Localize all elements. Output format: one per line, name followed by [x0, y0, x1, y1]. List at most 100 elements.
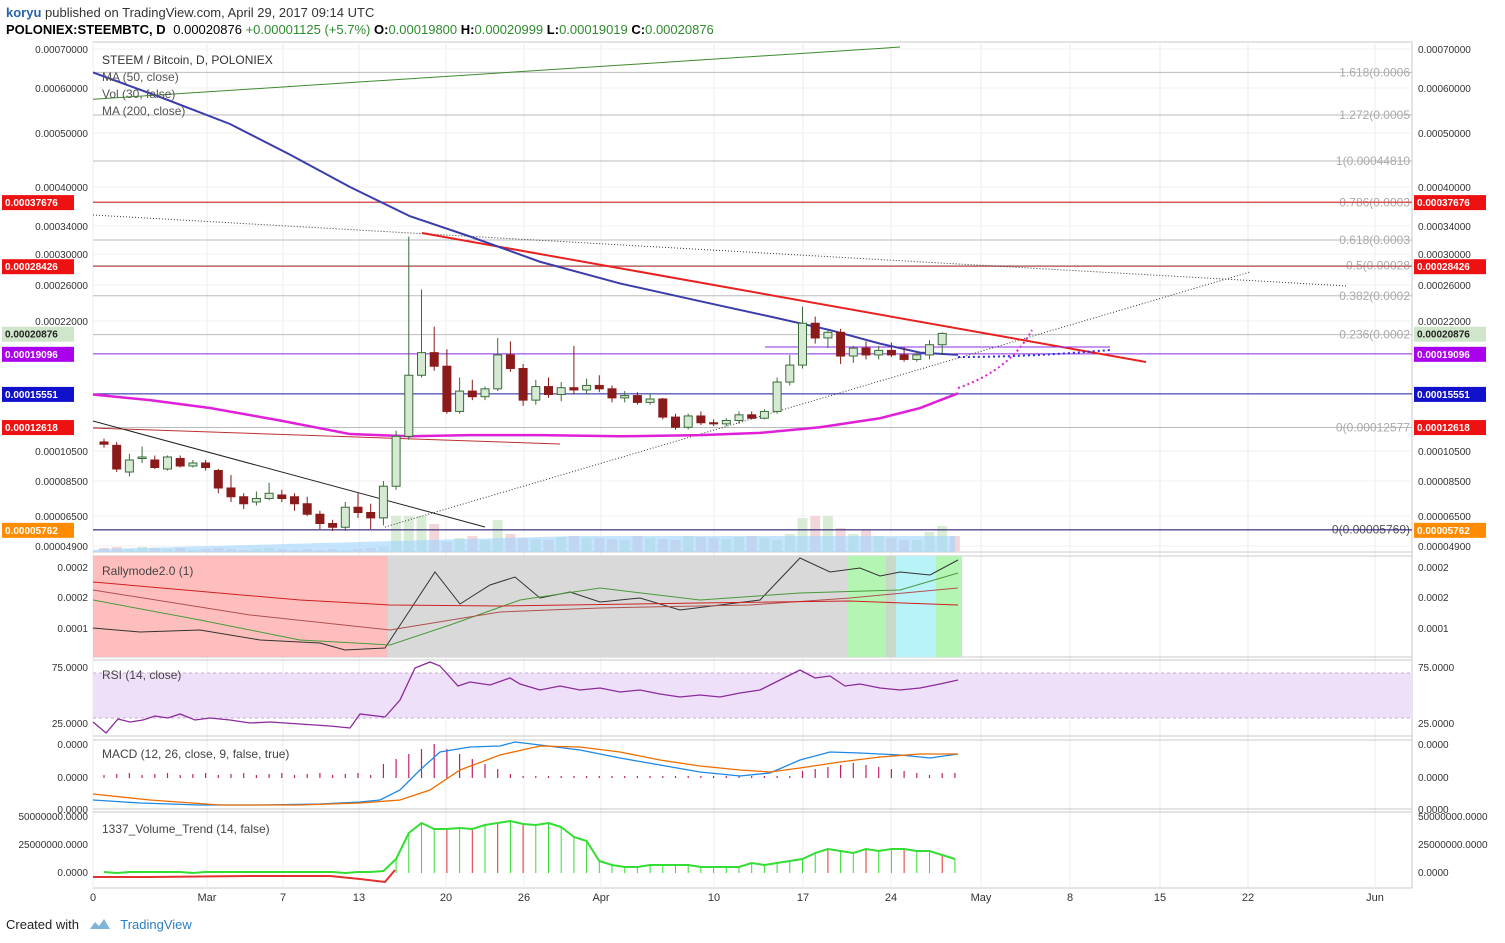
macd-y-tick-left: 0.0000	[57, 740, 88, 751]
candle	[277, 489, 287, 502]
candle	[315, 510, 325, 530]
price-badge-label: 0.00020876	[1417, 330, 1470, 341]
candle	[112, 441, 122, 472]
x-tick-label: 0	[90, 892, 96, 904]
ma200-line	[92, 392, 959, 438]
created-with-text: Created with	[6, 917, 79, 932]
tradingview-link[interactable]: TradingView	[120, 917, 192, 932]
volume-bar	[403, 516, 414, 552]
candle	[937, 332, 947, 355]
macd-y-tick-right: 0.0000	[1418, 740, 1449, 751]
fib-level-label: 0(0.00012577	[1336, 421, 1410, 435]
candle-down	[226, 487, 236, 498]
candle-down	[328, 523, 338, 528]
price-badge	[2, 420, 74, 436]
macd-signal-line	[92, 745, 958, 806]
y-tick-right: 0.00006500	[1418, 512, 1471, 523]
candle	[201, 460, 211, 471]
close-value: 0.00020876	[645, 22, 714, 37]
candle	[709, 419, 719, 427]
macd-y-tick-right: 0.0000	[1418, 773, 1449, 784]
candle	[607, 385, 617, 403]
vt-y-tick-right: 25000000.0000	[1418, 840, 1488, 851]
price-badge	[1414, 195, 1486, 211]
candle	[353, 493, 363, 518]
candle	[620, 391, 630, 403]
candle-down	[696, 415, 706, 424]
candle-down	[429, 352, 439, 367]
high-label: H:	[460, 22, 475, 37]
published-text: published on TradingView.com, April 29, …	[45, 5, 375, 20]
fib-level-label: 0.618(0.0003	[1339, 233, 1410, 247]
tradingview-logo-icon	[89, 917, 111, 934]
candle-up	[188, 462, 198, 467]
candle	[798, 306, 807, 369]
candle-up	[848, 347, 858, 357]
volume-bar	[429, 524, 440, 552]
y-tick-right: 0.00008500	[1418, 477, 1471, 488]
candle-down	[810, 322, 820, 339]
candle-up	[874, 349, 884, 356]
price-change: +0.00001125 (+5.7%)	[245, 22, 371, 37]
candle-up	[620, 395, 630, 399]
candle-down	[632, 395, 642, 403]
y-tick-right: 0.00026000	[1418, 281, 1471, 292]
volume-bar	[391, 516, 402, 552]
rally-cyan-zone	[896, 556, 936, 657]
candle-up	[404, 374, 414, 437]
candle-down	[607, 388, 617, 399]
rally-neutral-zone-2	[886, 556, 896, 657]
y-tick-left: 0.00070000	[35, 45, 88, 56]
y-tick-right: 0.00070000	[1418, 45, 1471, 56]
symbol-label: POLONIEX:STEEMBTC, D	[6, 22, 166, 37]
rally-base-line	[92, 581, 959, 607]
candle	[823, 330, 833, 349]
candle-up	[785, 364, 795, 383]
candle	[569, 345, 579, 395]
candle	[721, 418, 731, 427]
y-tick-left: 0.00006500	[35, 512, 88, 523]
price-badge	[1414, 386, 1486, 402]
fib-level-label: 0.382(0.0002	[1339, 289, 1410, 303]
candle-up	[734, 414, 744, 421]
price-badge	[2, 326, 74, 342]
rally-bull-zone-2	[936, 556, 962, 657]
rally-bearish-zone	[93, 556, 388, 657]
volume-bars	[93, 516, 960, 552]
x-tick-label: 7	[280, 892, 286, 904]
author-link[interactable]: koryu	[6, 5, 42, 20]
candle	[747, 411, 757, 420]
low-value: 0.00019019	[559, 22, 628, 37]
rally-neutral-zone	[388, 556, 848, 657]
volume-bar	[492, 520, 503, 552]
rally-y-tick-left: 0.0001	[57, 624, 88, 635]
grid	[92, 42, 1412, 888]
price-badge-label: 0.00019096	[5, 350, 58, 361]
fib-level-label: 1.618(0.0006	[1339, 65, 1410, 79]
candle-down	[99, 441, 109, 445]
candle-up	[480, 388, 490, 398]
candle	[251, 491, 261, 506]
macd-pane-title: MACD (12, 26, close, 9, false, true)	[102, 747, 289, 761]
candle	[455, 377, 465, 414]
candle	[404, 236, 414, 440]
y-tick-left: 0.00010500	[35, 447, 88, 458]
price-badge-label: 0.00015551	[1417, 390, 1470, 401]
x-tick-label: 8	[1067, 892, 1073, 904]
y-tick-left: 0.00040000	[35, 183, 88, 194]
candle-down	[747, 414, 757, 419]
candle	[899, 347, 909, 362]
open-label: O:	[374, 22, 389, 37]
candle	[772, 377, 782, 414]
fib-level-label: 1(0.00044810	[1336, 154, 1410, 168]
candle	[683, 413, 693, 430]
candle	[874, 345, 884, 360]
price-badge	[1414, 346, 1486, 362]
candle	[290, 493, 299, 511]
overlay-lines: 1.618(0.00061.272(0.00051(0.000448100.78…	[92, 46, 1412, 537]
thin-red-line	[92, 427, 561, 445]
vt-y-tick-left: 0.0000	[57, 868, 88, 879]
dotted-support-line	[384, 271, 1251, 528]
candle	[861, 341, 871, 360]
